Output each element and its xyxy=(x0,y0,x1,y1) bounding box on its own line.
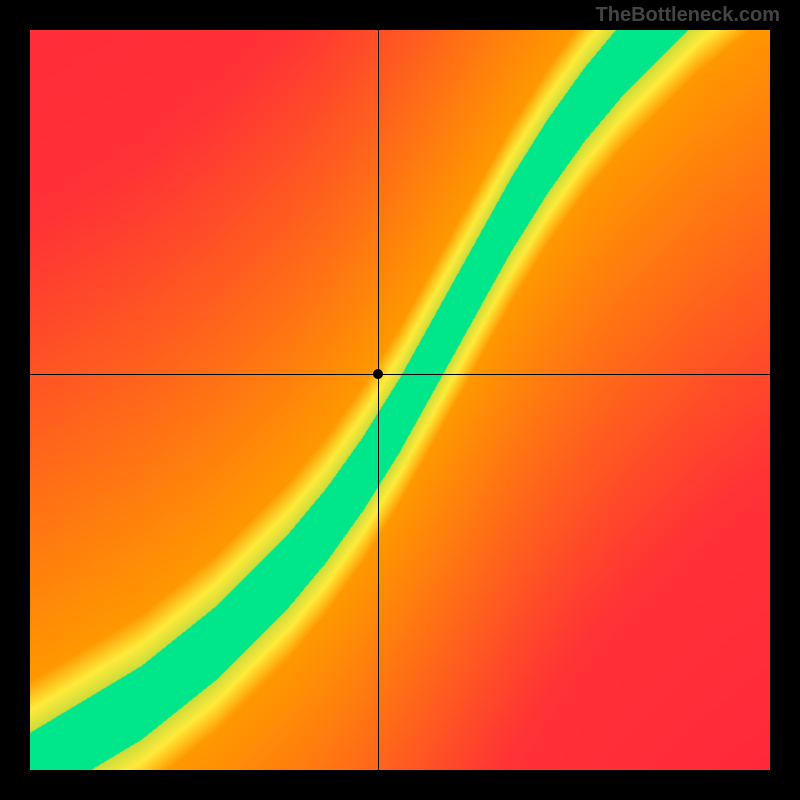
watermark-text: TheBottleneck.com xyxy=(596,4,780,27)
heatmap-canvas xyxy=(30,30,770,770)
crosshair-horizontal xyxy=(30,374,770,375)
plot-area xyxy=(30,30,770,770)
crosshair-vertical xyxy=(378,30,379,770)
crosshair-marker xyxy=(373,369,383,379)
